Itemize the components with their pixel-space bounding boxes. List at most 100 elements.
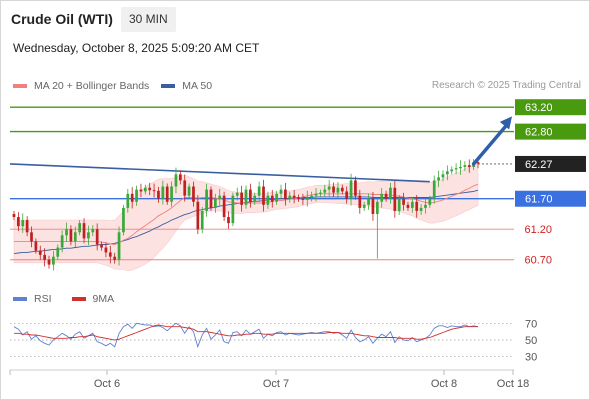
candle-body bbox=[349, 180, 353, 199]
rsi-legend-swatch bbox=[13, 297, 27, 301]
x-tick-label: Oct 6 bbox=[94, 378, 120, 390]
candle-body bbox=[130, 193, 134, 202]
rsi-ma-line bbox=[14, 324, 478, 341]
candle-body bbox=[87, 232, 90, 239]
ma50-legend-label: MA 50 bbox=[182, 80, 213, 92]
candle-body bbox=[459, 167, 462, 169]
candle-body bbox=[323, 189, 327, 193]
candle-body bbox=[419, 207, 423, 211]
candle-body bbox=[463, 165, 467, 167]
forecast-arrow-head bbox=[499, 116, 512, 130]
candle-body bbox=[126, 193, 130, 208]
candle-body bbox=[196, 201, 200, 230]
candle-body bbox=[476, 162, 480, 164]
candle-body bbox=[454, 168, 458, 170]
candle-body bbox=[402, 198, 405, 205]
candle-body bbox=[450, 169, 454, 172]
candle-body bbox=[78, 223, 82, 233]
candle-body bbox=[406, 204, 410, 208]
candle-body bbox=[122, 207, 125, 233]
candle-body bbox=[235, 192, 239, 196]
candle-body bbox=[113, 256, 117, 260]
candle-body bbox=[257, 186, 261, 196]
candle-body bbox=[428, 198, 432, 205]
candle-body bbox=[367, 198, 370, 205]
rsi-line bbox=[13, 322, 479, 349]
candle-body bbox=[244, 189, 248, 205]
candle-body bbox=[34, 241, 38, 251]
candle-body bbox=[336, 187, 340, 193]
candle-body bbox=[100, 244, 103, 248]
candle-body bbox=[187, 186, 191, 196]
candle-body bbox=[310, 195, 314, 198]
candle-body bbox=[362, 204, 366, 208]
candle-body bbox=[161, 186, 165, 199]
candle-body bbox=[358, 195, 362, 208]
candle-body bbox=[275, 193, 278, 202]
candle-body bbox=[249, 189, 252, 202]
candle-body bbox=[214, 198, 217, 208]
timeframe-button[interactable]: 30 MIN bbox=[121, 7, 176, 32]
candle-body bbox=[467, 165, 471, 167]
candle-body bbox=[397, 198, 401, 211]
candle-body bbox=[292, 195, 296, 198]
candle-body bbox=[91, 229, 95, 233]
instrument-title: Crude Oil (WTI) bbox=[11, 11, 113, 27]
candle-body bbox=[152, 190, 156, 192]
level-label-61.70: 61.70 bbox=[525, 194, 553, 206]
candle-body bbox=[266, 195, 270, 205]
candle-body bbox=[380, 193, 384, 202]
candle-body bbox=[354, 180, 357, 196]
candle-body bbox=[30, 232, 33, 242]
x-tick-label: Oct 18 bbox=[497, 378, 529, 390]
candle-body bbox=[209, 189, 213, 208]
report-datetime: Wednesday, October 8, 2025 5:09:20 AM CE… bbox=[13, 41, 260, 55]
research-credit: Research © 2025 Trading Central bbox=[431, 80, 581, 91]
candle-body bbox=[424, 204, 427, 208]
candle-body bbox=[21, 220, 25, 227]
candle-body bbox=[297, 197, 300, 199]
candle-body bbox=[200, 210, 204, 230]
last-price-label: 62.27 bbox=[525, 159, 553, 171]
candle-body bbox=[157, 190, 160, 199]
candle-body bbox=[178, 174, 182, 181]
candle-body bbox=[279, 189, 283, 194]
candle-body bbox=[43, 254, 46, 260]
level-label-60.70: 60.70 bbox=[524, 255, 552, 267]
candle-body bbox=[270, 195, 274, 202]
candle-body bbox=[192, 186, 195, 202]
candle-body bbox=[301, 198, 305, 200]
candle-body bbox=[332, 186, 335, 193]
candle-body bbox=[384, 193, 388, 199]
candle-body bbox=[139, 189, 143, 192]
candle-body bbox=[148, 187, 152, 191]
candle-body bbox=[60, 235, 64, 248]
candle-body bbox=[389, 187, 392, 199]
level-label-61.20: 61.20 bbox=[524, 224, 552, 236]
candle-body bbox=[104, 247, 108, 253]
candle-body bbox=[305, 197, 309, 200]
candle-body bbox=[205, 189, 208, 211]
level-label-63.20: 63.20 bbox=[525, 102, 553, 114]
ma50-legend-swatch bbox=[161, 84, 176, 88]
candle-body bbox=[108, 252, 112, 257]
candle-body bbox=[170, 186, 173, 202]
candle-body bbox=[117, 232, 121, 260]
last-price-box bbox=[515, 155, 586, 172]
candle-body bbox=[345, 191, 349, 199]
candle-body bbox=[52, 256, 55, 265]
bb-legend-swatch bbox=[13, 84, 27, 88]
candle-body bbox=[165, 186, 169, 202]
candle-body bbox=[174, 174, 178, 187]
level-label-62.80: 62.80 bbox=[525, 127, 553, 139]
candles bbox=[12, 157, 480, 271]
x-tick-label: Oct 8 bbox=[431, 378, 457, 390]
candle-body bbox=[218, 195, 222, 199]
x-tick-label: Oct 7 bbox=[263, 378, 289, 390]
level-box-61.70 bbox=[515, 190, 586, 207]
candle-body bbox=[95, 229, 99, 245]
candle-body bbox=[432, 180, 436, 199]
candle-body bbox=[340, 187, 344, 192]
candle-body bbox=[415, 201, 419, 211]
